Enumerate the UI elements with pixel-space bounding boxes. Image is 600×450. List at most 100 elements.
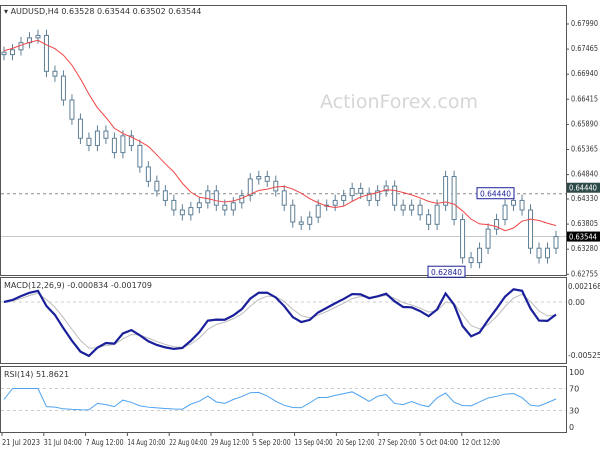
macd-tick-label: 0.002168 — [568, 282, 600, 291]
time-tick-label: 21 Jul 2023 — [2, 438, 40, 447]
price-tick-label: 0.64840 — [571, 170, 598, 179]
candle-body — [145, 166, 151, 182]
candle-body — [341, 195, 347, 201]
candle-body — [256, 176, 262, 180]
price-annotation-label: 0.62840 — [431, 268, 462, 277]
candle-body — [1, 51, 7, 56]
level-price-label: 0.64440 — [569, 184, 597, 193]
candle-body — [230, 202, 236, 211]
candle-body — [94, 130, 100, 146]
time-tick-label: 27 Sep 20:00 — [378, 438, 416, 447]
candle-body — [477, 247, 483, 264]
candle-body — [128, 135, 134, 146]
candle-body — [179, 209, 185, 216]
rsi-tick-label: 0 — [569, 423, 574, 432]
candle-body — [77, 118, 83, 139]
candle-body — [375, 190, 381, 201]
candle-body — [545, 247, 551, 259]
price-annotation-box — [427, 265, 466, 278]
candle-body — [52, 70, 58, 77]
candle-body — [171, 199, 177, 211]
candle-body — [511, 199, 517, 206]
candle-body — [426, 214, 432, 225]
candle-body — [213, 190, 219, 206]
candle-body — [35, 34, 41, 39]
candle-body — [188, 207, 194, 216]
candle-body — [307, 216, 313, 225]
macd-title: MACD(12,26,9) -0.000834 -0.001709 — [4, 281, 152, 290]
candle-body — [417, 204, 423, 216]
candle-body — [460, 219, 466, 259]
price-annotation-box — [476, 187, 515, 200]
candle-body — [154, 180, 160, 192]
price-tick-label: 0.63280 — [571, 244, 598, 253]
candle-body — [553, 236, 559, 249]
candle-body — [162, 190, 168, 201]
candle-body — [494, 219, 500, 230]
price-tick-label: 0.64330 — [571, 194, 598, 203]
candle-body — [451, 176, 457, 221]
candle-body — [434, 204, 440, 225]
price-tick-label: 0.62755 — [571, 269, 598, 278]
candle-body — [60, 75, 66, 101]
rsi-panel-frame — [0, 366, 567, 433]
rsi-tick-label: 30 — [569, 407, 579, 416]
candle-body — [358, 187, 364, 194]
candle-body — [264, 176, 270, 182]
candle-body — [502, 204, 508, 221]
candle-body — [383, 185, 389, 192]
candle-body — [349, 187, 355, 197]
time-tick-label: 7 Aug 12:00 — [86, 438, 124, 447]
price-tick-label: 0.65365 — [571, 145, 598, 154]
macd-tick-label: -0.00525 — [568, 351, 600, 360]
candle-body — [43, 34, 49, 72]
candle-body — [205, 190, 211, 204]
candle-body — [298, 221, 304, 225]
rsi-title: RSI(14) 51.8621 — [4, 370, 69, 379]
price-tick-label: 0.65890 — [571, 119, 598, 128]
price-tick-label: 0.63805 — [571, 219, 598, 228]
candle-body — [409, 204, 415, 211]
candle-body — [485, 228, 491, 249]
price-panel-frame — [0, 5, 567, 276]
current-price-label: 0.63544 — [569, 233, 597, 242]
macd-panel-frame — [0, 277, 567, 364]
candle-body — [247, 178, 253, 197]
price-tick-label: 0.66415 — [571, 94, 598, 103]
watermark: ActionForex.com — [320, 91, 478, 113]
candle-body — [222, 204, 228, 211]
time-tick-label: 5 Oct 04:00 — [420, 438, 458, 447]
price-annotation-label: 0.64440 — [480, 190, 511, 199]
candle-body — [137, 144, 143, 168]
candle-body — [443, 176, 449, 206]
candle-body — [392, 185, 398, 206]
candle-body — [86, 137, 92, 146]
candle-body — [111, 137, 117, 154]
time-tick-label: 14 Aug 20:00 — [127, 438, 165, 447]
candle-body — [528, 209, 534, 249]
price-tick-label: 0.67465 — [571, 44, 598, 53]
candle-body — [536, 247, 542, 259]
time-tick-label: 22 Aug 04:00 — [169, 438, 207, 447]
time-tick-label: 20 Sep 12:00 — [336, 438, 374, 447]
candle-body — [400, 204, 406, 211]
level-price-box — [567, 182, 600, 193]
candle-body — [120, 135, 126, 154]
moving-average-line — [3, 39, 557, 232]
rsi-tick-label: 100 — [569, 368, 584, 377]
candle-body — [69, 99, 75, 120]
candle-body — [9, 49, 15, 56]
time-tick-label: 29 Aug 12:00 — [211, 438, 249, 447]
candle-body — [290, 204, 296, 223]
macd-tick-label: 0.00 — [568, 298, 585, 307]
candle-body — [332, 199, 338, 206]
time-tick-label: 5 Sep 20:00 — [253, 438, 291, 447]
rsi-line — [3, 388, 557, 411]
price-tick-label: 0.66940 — [571, 69, 598, 78]
rsi-tick-label: 70 — [569, 385, 579, 394]
time-tick-label: 13 Sep 04:00 — [295, 438, 333, 447]
candle-body — [315, 204, 321, 218]
candle-body — [196, 202, 202, 209]
